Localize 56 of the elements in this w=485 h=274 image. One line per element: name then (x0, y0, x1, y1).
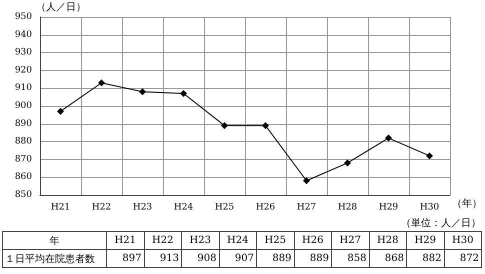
category-label: H25 (256, 232, 294, 250)
x-tick-label: H29 (378, 202, 398, 212)
text: 872 (444, 250, 482, 268)
category-label: H26 (294, 232, 332, 250)
text: 889 (256, 250, 294, 268)
category-label: H24 (219, 232, 256, 250)
point (262, 122, 269, 130)
x-tick-label: H24 (174, 202, 194, 212)
y-tick-label: 900 (14, 101, 32, 111)
y-tick-label: 930 (14, 48, 32, 58)
point (98, 79, 105, 86)
text: 907 (219, 250, 256, 268)
x-tick-label: H28 (338, 202, 358, 212)
point (221, 122, 228, 130)
text: 年 (2, 232, 106, 250)
text: 858 (332, 250, 369, 268)
point (344, 159, 351, 166)
text: 882 (406, 250, 444, 268)
text: 908 (182, 250, 219, 268)
x-axis-title: （年） (452, 198, 482, 210)
y-axis-title: （人／日） (36, 2, 86, 14)
point (57, 108, 64, 115)
y-tick-label: 870 (14, 154, 32, 164)
y-tick-label: 860 (14, 172, 32, 182)
point (180, 90, 187, 98)
text: 868 (369, 250, 406, 268)
text: 897 (106, 250, 144, 268)
x-tick-label: H27 (296, 202, 316, 212)
y-tick-label: 940 (14, 30, 32, 40)
category-label: H28 (369, 232, 406, 250)
text: 913 (144, 250, 182, 268)
y-tick-label: 920 (14, 65, 32, 76)
y-tick-label: 910 (14, 83, 32, 94)
category-label: H30 (444, 232, 482, 250)
y-tick-label: 890 (14, 118, 32, 129)
y-tick-label: 880 (14, 136, 32, 147)
text: （単位：人／日） (401, 217, 481, 230)
point (385, 134, 392, 142)
y-tick-label: 850 (14, 190, 32, 200)
point (139, 88, 146, 96)
point (426, 152, 433, 160)
x-tick-label: H22 (92, 202, 112, 212)
category-label: H21 (106, 232, 144, 250)
x-tick-label: H25 (214, 202, 234, 212)
x-tick-label: H26 (256, 202, 276, 212)
category-label: H22 (144, 232, 182, 250)
x-tick-label: H30 (420, 202, 440, 212)
text: １日平均在院患者数 (2, 250, 106, 268)
point (303, 177, 310, 184)
x-tick-label: H21 (50, 202, 70, 212)
text: 889 (294, 250, 332, 268)
category-label: H29 (406, 232, 444, 250)
x-tick-label: H23 (132, 202, 152, 212)
category-label: H27 (332, 232, 369, 250)
category-label: H23 (182, 232, 219, 250)
y-tick-label: 950 (14, 12, 32, 22)
